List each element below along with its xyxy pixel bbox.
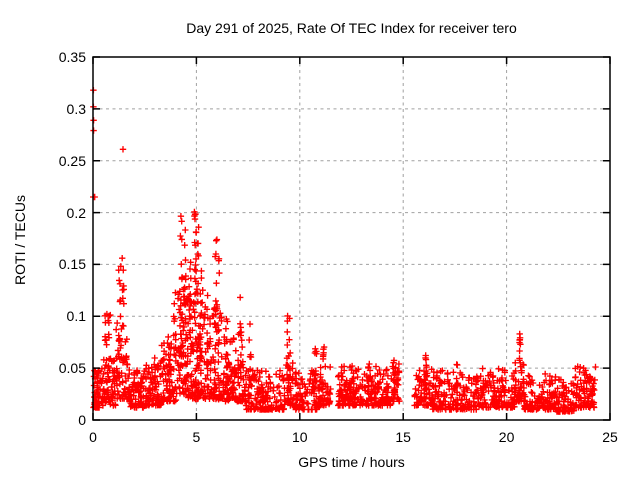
x-tick-label: 0 [89,429,97,445]
y-tick-label: 0 [78,412,86,428]
y-tick-label: 0.15 [58,256,86,273]
y-tick-label: 0.2 [66,204,86,221]
y-tick-label: 0.1 [66,308,86,325]
x-tick-label: 15 [395,429,411,445]
x-tick-label: 20 [498,429,515,445]
y-tick-label: 0.3 [66,100,86,117]
scatter-points [90,87,599,415]
y-tick-label: 0.05 [58,360,86,377]
x-tick-label: 5 [192,429,201,445]
plot-border [92,56,611,421]
y-tick-label: 0.25 [58,152,86,169]
y-tick-label: 0.35 [58,49,86,65]
chart-title: Day 291 of 2025, Rate Of TEC Index for r… [186,20,517,36]
x-tick-label: 25 [602,429,618,445]
x-tick-label: 10 [292,429,308,445]
x-axis-label: GPS time / hours [298,454,405,470]
